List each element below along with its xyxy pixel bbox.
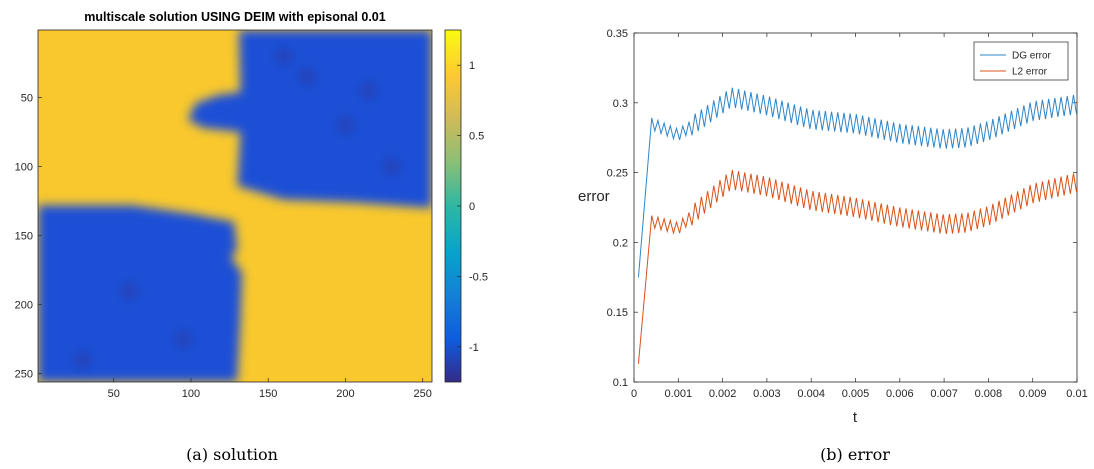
heatmap-xtick-label: 200 bbox=[336, 388, 354, 400]
series-l2-error-line bbox=[637, 169, 1077, 364]
line-ytick-label: 0.2 bbox=[613, 237, 628, 249]
heatmap-dark-patch bbox=[359, 81, 378, 100]
line-xtick-label: 0.001 bbox=[665, 388, 693, 400]
line-axes-box bbox=[633, 32, 1078, 383]
line-xtick-label: 0 bbox=[631, 388, 637, 400]
heatmap-ytick-label: 100 bbox=[15, 162, 33, 174]
line-xtick-label: 0.007 bbox=[930, 388, 958, 400]
heatmap-dark-patch bbox=[382, 157, 401, 176]
line-ytick-label: 0.3 bbox=[613, 98, 628, 110]
heatmap-dark-patch bbox=[120, 281, 139, 300]
heatmap-low-regions bbox=[38, 30, 432, 382]
line-ytick-label: 0.25 bbox=[607, 168, 628, 180]
line-xtick-label: 0.009 bbox=[1019, 388, 1047, 400]
heatmap-xtick-label: 50 bbox=[108, 388, 120, 400]
heatmap-axes-box bbox=[37, 29, 433, 383]
line-ticks: 0 0.001 0.002 0.003 0.004 0.005 0.006 0.007 0.00… bbox=[607, 28, 1088, 400]
colorbar-tick-label: 1 bbox=[469, 60, 475, 72]
heatmap-ytick-label: 250 bbox=[15, 369, 33, 381]
heatmap-dark-patch bbox=[174, 330, 193, 349]
heatmap-xtick-label: 100 bbox=[182, 388, 200, 400]
line-xtick-label: 0.003 bbox=[753, 388, 781, 400]
heatmap-ticks: 50 100 150 200 250 50 100 150 200 250 bbox=[15, 93, 432, 400]
colorbar-ticks: 1 0.5 0 -0.5 -1 bbox=[457, 60, 488, 354]
line-ytick-label: 0.15 bbox=[607, 307, 628, 319]
line-xtick-label: 0.01 bbox=[1066, 388, 1087, 400]
legend-dg-error-label: DG error bbox=[1012, 51, 1052, 62]
caption-b: (b) error bbox=[820, 445, 890, 464]
heatmap-ytick-label: 150 bbox=[15, 231, 33, 243]
heatmap-ytick-label: 50 bbox=[21, 93, 33, 105]
line-xtick-label: 0.006 bbox=[886, 388, 914, 400]
line-xtick-label: 0.002 bbox=[709, 388, 737, 400]
y-axis-label: error bbox=[578, 188, 610, 205]
line-xtick-label: 0.008 bbox=[975, 388, 1003, 400]
legend-box bbox=[973, 41, 1069, 81]
colorbar-tick-label: -1 bbox=[469, 342, 479, 354]
heatmap-low-region-top-right bbox=[187, 30, 432, 209]
legend-l2-error-label: L2 error bbox=[1012, 67, 1048, 78]
heatmap-dark-patch bbox=[297, 67, 316, 86]
legend: DG error L2 error bbox=[973, 41, 1069, 81]
colorbar-tick-label: 0 bbox=[469, 201, 475, 213]
heatmap-image bbox=[38, 30, 432, 382]
heatmap-ytick-label: 200 bbox=[15, 300, 33, 312]
caption-a: (a) solution bbox=[186, 445, 278, 464]
x-axis-label: t bbox=[853, 409, 858, 426]
colorbar bbox=[445, 30, 461, 382]
line-xtick-label: 0.005 bbox=[842, 388, 870, 400]
heatmap-title: multiscale solution USING DEIM with epis… bbox=[84, 10, 385, 24]
colorbar-tick-label: -0.5 bbox=[469, 271, 488, 283]
heatmap-xtick-label: 150 bbox=[259, 388, 277, 400]
heatmap-dark-patch bbox=[336, 116, 355, 135]
line-plot-area bbox=[637, 87, 1077, 364]
line-ytick-label: 0.1 bbox=[613, 377, 628, 389]
line-ytick-label: 0.35 bbox=[607, 28, 628, 40]
line-xtick-label: 0.004 bbox=[797, 388, 825, 400]
heatmap-dark-patch bbox=[73, 350, 92, 369]
heatmap-dark-patch bbox=[274, 47, 293, 66]
heatmap-low-region-bottom-left bbox=[38, 205, 242, 382]
colorbar-tick-label: 0.5 bbox=[469, 131, 484, 143]
series-dg-error-line bbox=[637, 87, 1077, 278]
heatmap-xtick-label: 250 bbox=[414, 388, 432, 400]
